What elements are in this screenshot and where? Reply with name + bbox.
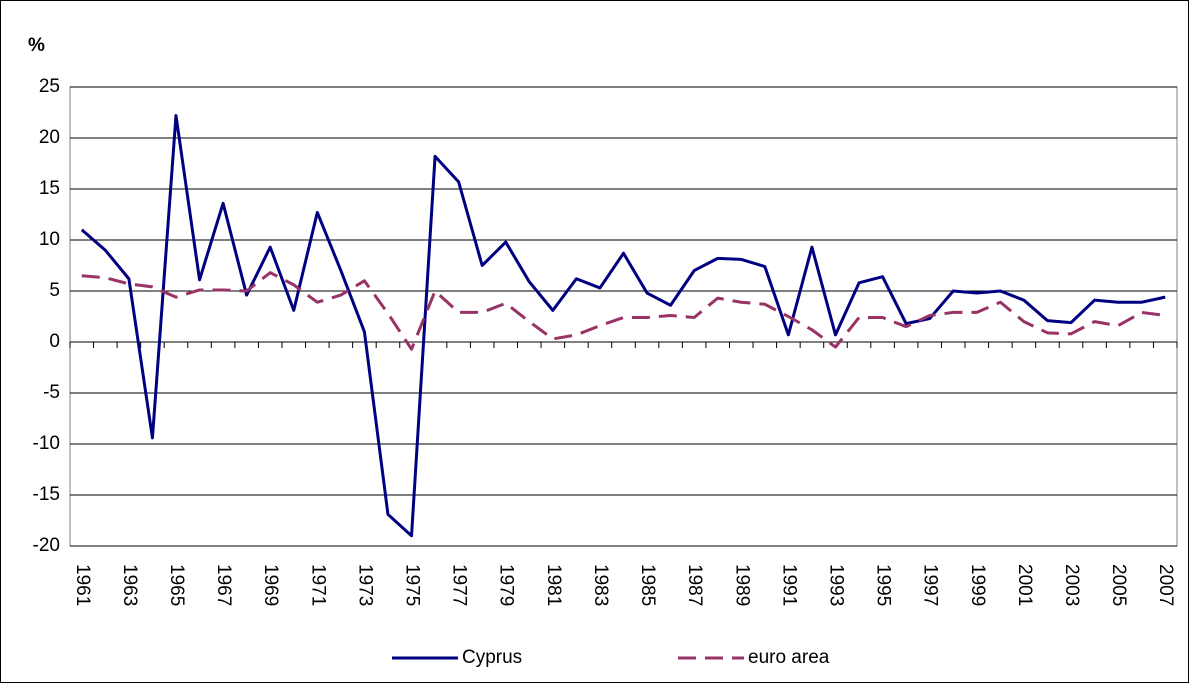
x-tick-label: 2005: [1108, 564, 1129, 606]
x-tick-label: 1981: [543, 564, 564, 606]
x-tick-label: 1969: [260, 564, 281, 606]
x-tick-label: 1999: [967, 564, 988, 606]
plot-area: [69, 86, 1178, 547]
y-tick-label: -15: [33, 484, 60, 505]
legend-label: Cyprus: [462, 647, 522, 668]
y-tick-label: 25: [39, 76, 60, 97]
x-tick-label: 1973: [354, 564, 375, 606]
y-tick-label: 10: [39, 229, 60, 250]
x-tick-label: 1997: [920, 564, 941, 606]
x-tick-label: 1967: [213, 564, 234, 606]
x-tick-label: 1971: [307, 564, 328, 606]
y-tick-label: 20: [39, 127, 60, 148]
x-tick-label: 1977: [449, 564, 470, 606]
y-tick-label: 0: [49, 331, 60, 352]
x-tick-label: 1979: [496, 564, 517, 606]
x-tick-label: 2007: [1155, 564, 1176, 606]
x-tick-label: 1995: [873, 564, 894, 606]
series-line: [80, 114, 1166, 538]
y-tick-label: -10: [33, 433, 60, 454]
x-tick-label: 1991: [778, 564, 799, 606]
x-tick-label: 1961: [72, 564, 93, 606]
x-tick-label: 1963: [119, 564, 140, 606]
series-line: [81, 271, 1166, 351]
y-tick-label: 15: [39, 178, 60, 199]
y-tick-label: 5: [49, 280, 60, 301]
x-tick-label: 1965: [166, 564, 187, 606]
y-tick-label: -20: [33, 535, 60, 556]
x-tick-label: 1985: [637, 564, 658, 606]
x-tick-label: 1993: [825, 564, 846, 606]
x-tick-label: 1989: [731, 564, 752, 606]
x-tick-label: 1983: [590, 564, 611, 606]
y-tick-label: -5: [43, 382, 60, 403]
x-tick-label: 2001: [1014, 564, 1035, 606]
x-tick-label: 1975: [402, 564, 423, 606]
legend-label: euro area: [748, 647, 830, 668]
x-tick-label: 2003: [1061, 564, 1082, 606]
x-tick-label: 1987: [684, 564, 705, 606]
y-axis-label: %: [28, 35, 45, 56]
